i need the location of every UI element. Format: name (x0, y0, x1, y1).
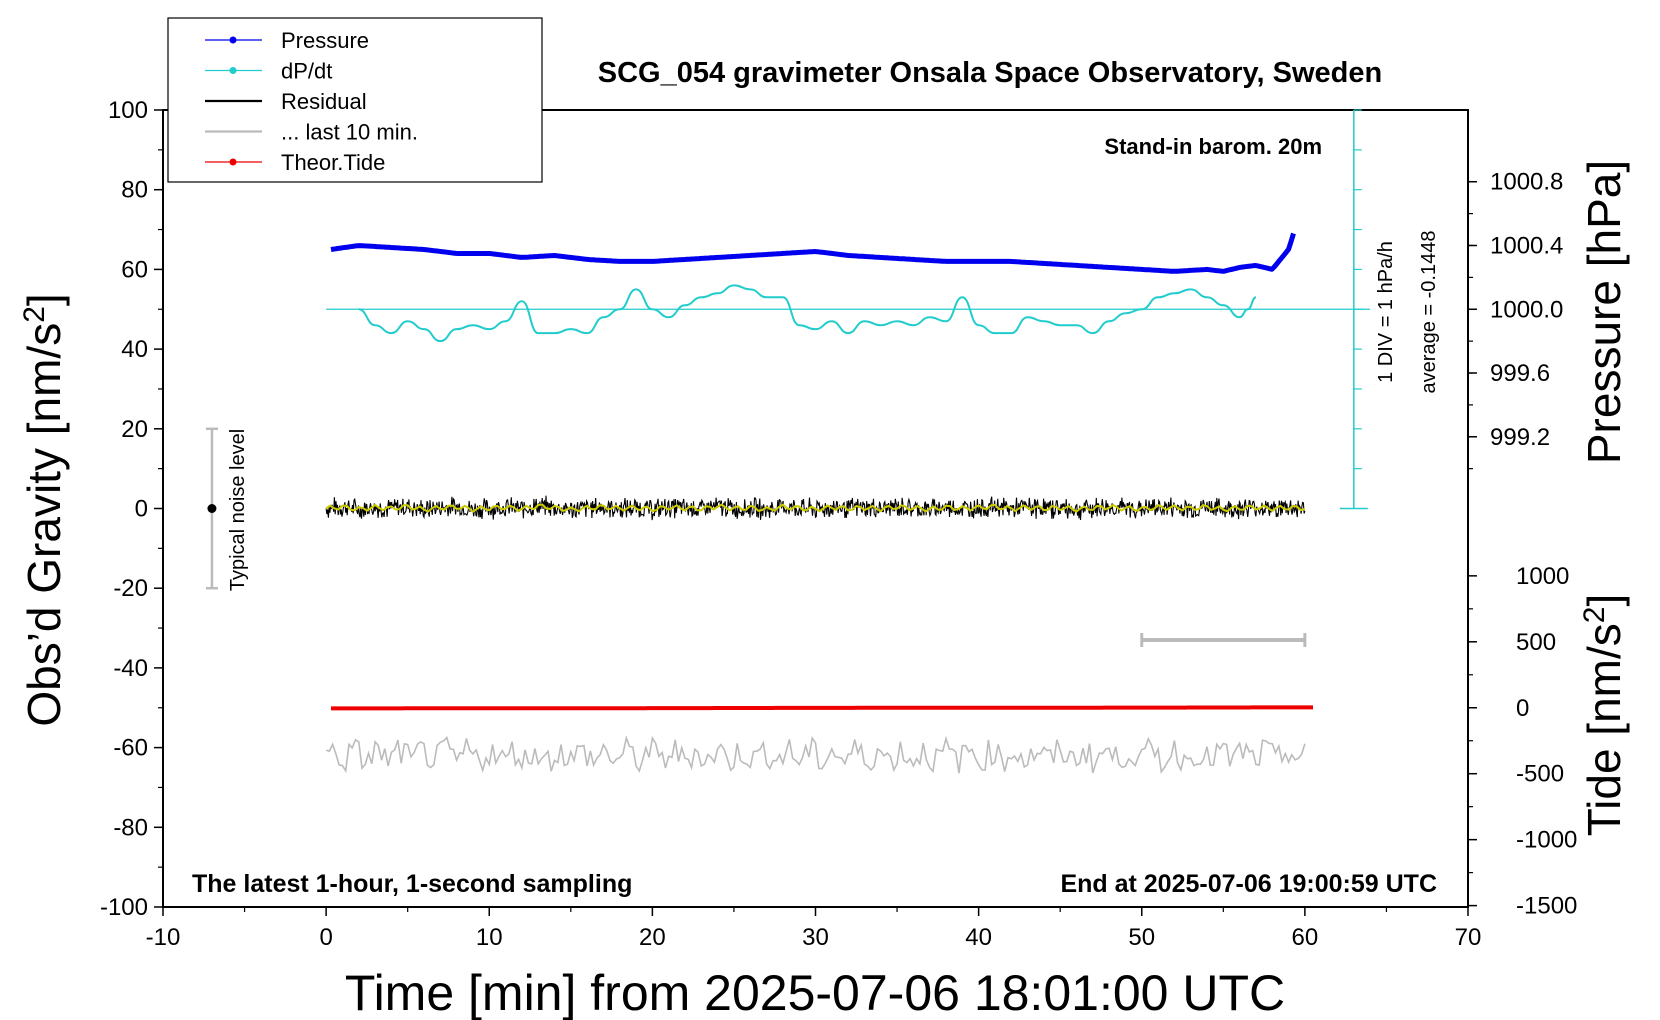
last-10-min-series (325, 735, 1306, 774)
y-tick-label: 40 (121, 336, 148, 363)
barometer-note: Stand-in barom. 20m (1104, 134, 1322, 159)
dpdt-average-label: average = -0.1448 (1418, 231, 1440, 394)
tide-tick-label: 1000 (1516, 563, 1569, 590)
pressure-tick-label: 1000.0 (1490, 296, 1563, 323)
legend-label: Theor.Tide (281, 150, 385, 175)
legend-marker (229, 67, 237, 74)
footer-right-note: End at 2025-07-06 19:00:59 UTC (1060, 870, 1437, 898)
tide-tick-label: 0 (1516, 695, 1529, 722)
y-axis-label-gravity: Obs’d Gravity [nm/s2] (18, 293, 70, 726)
x-tick-label: 10 (476, 924, 503, 951)
pressure-tick-label: 999.2 (1490, 424, 1550, 451)
y-tick-label: 0 (135, 496, 148, 523)
y-tick-label: -100 (100, 894, 148, 921)
legend-label: Pressure (281, 28, 369, 53)
dpdt-div-label: 1 DIV = 1 hPa/h (1375, 241, 1397, 383)
y-axis-label-tide: Tide [nm/s2] (1578, 594, 1630, 837)
y-axis-label-pressure: Pressure [hPa] (1578, 160, 1630, 464)
x-tick-label: 70 (1455, 924, 1482, 951)
x-tick-label: 40 (965, 924, 992, 951)
legend-label: dP/dt (281, 59, 332, 84)
legend-marker (229, 36, 237, 44)
theor-tide-series (331, 705, 1313, 711)
legend-label: ... last 10 min. (281, 120, 418, 145)
tide-tick-label: -500 (1516, 761, 1564, 788)
x-tick-label: 50 (1128, 924, 1155, 951)
dp-dt-series (358, 284, 1257, 343)
x-axis-label: Time [min] from 2025-07-06 18:01:00 UTC (345, 965, 1285, 1020)
legend-marker (229, 158, 237, 166)
pressure-series (330, 232, 1296, 274)
x-tick-label: -10 (146, 924, 181, 951)
pressure-tick-label: 999.6 (1490, 360, 1550, 387)
y-tick-label: -20 (113, 575, 148, 602)
x-tick-label: 20 (639, 924, 666, 951)
x-tick-label: 30 (802, 924, 829, 951)
legend: Pressure dP/dt Residual ... last 10 min. The… (167, 17, 543, 183)
y-tick-label: 60 (121, 256, 148, 283)
x-tick-label: 0 (319, 924, 332, 951)
footer-left-note: The latest 1-hour, 1-second sampling (192, 870, 632, 898)
noise-level-label: Typical noise level (227, 429, 249, 591)
residual-smoothed-series (325, 503, 1306, 513)
y-tick-label: -80 (113, 814, 148, 841)
pressure-tick-label: 1000.8 (1490, 169, 1563, 196)
noise-bar-center (207, 504, 217, 513)
y-tick-label: 20 (121, 416, 148, 443)
y-tick-label: 100 (108, 97, 148, 124)
chart-title: SCG_054 gravimeter Onsala Space Observat… (598, 57, 1382, 89)
legend-label: Residual (281, 89, 367, 114)
y-tick-label: -40 (113, 655, 148, 682)
pressure-tick-label: 1000.4 (1490, 232, 1563, 259)
tide-tick-label: -1000 (1516, 827, 1577, 854)
tide-tick-label: 500 (1516, 629, 1556, 656)
y-tick-label: -60 (113, 735, 148, 762)
tide-tick-label: -1500 (1516, 893, 1577, 920)
x-tick-label: 60 (1292, 924, 1319, 951)
y-tick-label: 80 (121, 177, 148, 204)
